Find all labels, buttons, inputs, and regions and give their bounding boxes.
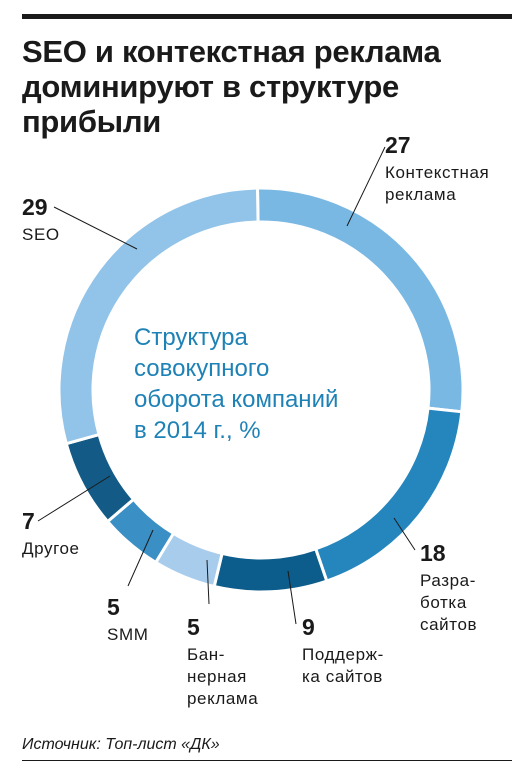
slice-category-label: реклама <box>187 689 258 708</box>
slice-category-label: ка сайтов <box>302 667 383 686</box>
slice-value-label: 5 <box>107 594 120 620</box>
slice-category-label: Бан- <box>187 645 225 664</box>
slice-category-label: Другое <box>22 539 80 558</box>
slice-category-label: Разра- <box>420 571 476 590</box>
subtitle-line: оборота компаний <box>134 386 339 413</box>
slice-value-label: 5 <box>187 614 200 640</box>
subtitle-line: в 2014 г., % <box>134 417 261 444</box>
slice-value-label: 18 <box>420 540 446 566</box>
leader-line <box>393 517 416 551</box>
donut-slice <box>212 546 329 594</box>
subtitle-line: совокупного <box>134 355 270 382</box>
leader-line <box>346 146 386 227</box>
title-line: SEO и контекстная реклама <box>22 34 441 69</box>
slice-category-label: нерная <box>187 667 247 686</box>
slice-category-label: SEO <box>22 225 60 244</box>
title-line: доминируют в структуре <box>22 69 399 104</box>
leader-line <box>53 206 138 250</box>
slice-value-label: 9 <box>302 614 315 640</box>
leader-line <box>127 529 154 587</box>
slice-value-label: 7 <box>22 508 35 534</box>
slice-category-label: Поддерж- <box>302 645 384 664</box>
source-rule <box>22 760 512 761</box>
source-note: Источник: Топ-лист «ДК» <box>22 736 220 753</box>
top-rule <box>22 14 512 19</box>
slice-value-label: 29 <box>22 194 48 220</box>
leader-line <box>206 559 210 605</box>
donut-slice <box>64 432 136 524</box>
slice-category-label: ботка <box>420 593 467 612</box>
chart-title: SEO и контекстная реклама доминируют в с… <box>22 34 512 139</box>
slice-category-label: SMM <box>107 625 148 644</box>
slice-category-label: сайтов <box>420 615 477 634</box>
title-line: прибыли <box>22 104 161 139</box>
slice-category-label: Контекстная <box>385 163 489 182</box>
slice-category-label: реклама <box>385 185 456 204</box>
subtitle-line: Структура <box>134 324 248 351</box>
leader-line <box>37 475 111 522</box>
donut-slice <box>57 186 260 446</box>
leader-line <box>287 570 297 625</box>
chart-subtitle: Структура совокупного оборота компаний в… <box>134 322 434 446</box>
slice-value-label: 27 <box>385 132 411 158</box>
